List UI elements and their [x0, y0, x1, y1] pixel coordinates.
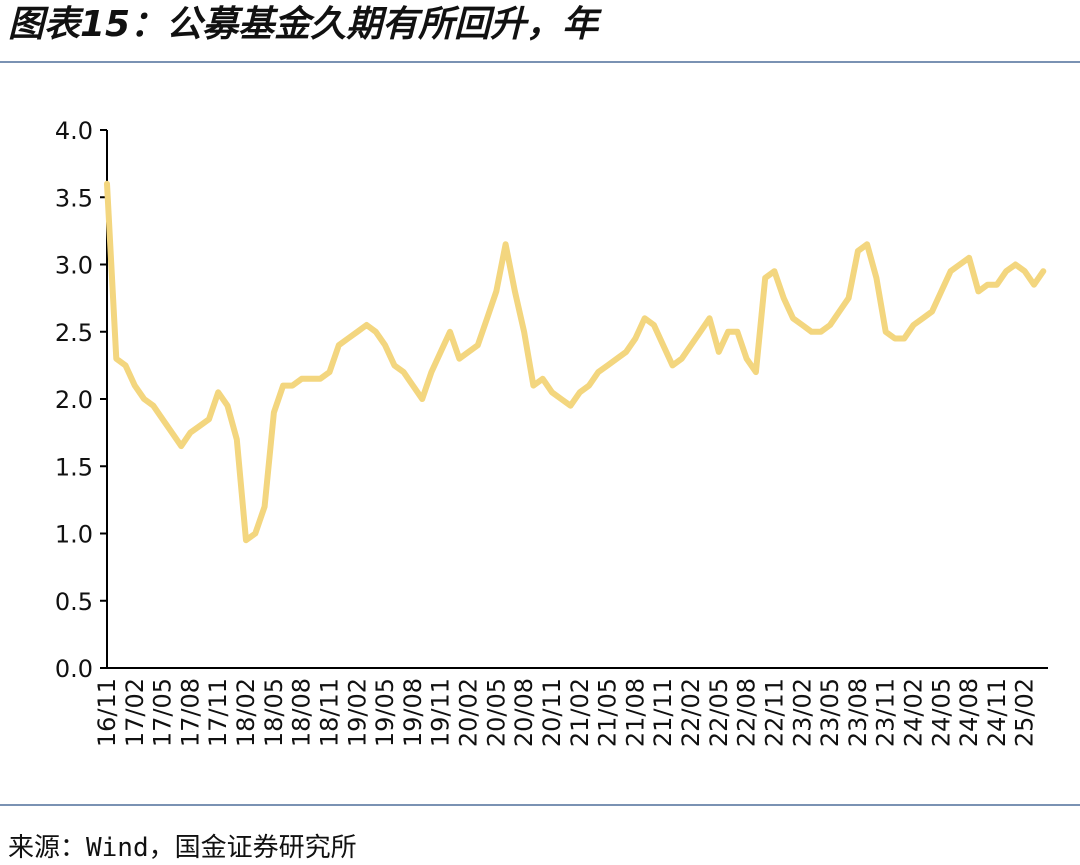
- x-tick-label: 19/11: [427, 678, 455, 747]
- x-tick-label: 24/11: [983, 678, 1011, 747]
- y-tick-label: 0.5: [55, 588, 93, 616]
- x-tick-label: 19/05: [371, 678, 399, 747]
- x-tick-label: 23/08: [844, 678, 872, 747]
- x-tick-label: 16/11: [93, 678, 121, 747]
- x-tick-label: 20/11: [538, 678, 566, 747]
- x-tick-label: 17/02: [121, 678, 149, 747]
- x-tick-label: 21/05: [594, 678, 622, 747]
- source-note: 来源：Wind，国金证券研究所: [8, 833, 357, 863]
- x-tick-label: 24/08: [955, 678, 983, 747]
- x-tick-label: 24/05: [927, 678, 955, 747]
- x-tick-label: 17/11: [204, 678, 232, 747]
- x-tick-label: 21/08: [621, 678, 649, 747]
- x-tick-label: 20/02: [455, 678, 483, 747]
- x-tick-label: 18/11: [315, 678, 343, 747]
- x-tick-label: 20/05: [482, 678, 510, 747]
- y-tick-label: 1.5: [55, 453, 93, 481]
- x-tick-label: 23/11: [872, 678, 900, 747]
- y-tick-label: 4.0: [55, 117, 93, 145]
- y-tick-label: 1.0: [55, 521, 93, 549]
- x-tick-label: 19/08: [399, 678, 427, 747]
- x-tick-label: 18/05: [260, 678, 288, 747]
- x-tick-label: 17/05: [149, 678, 177, 747]
- data-line: [104, 180, 1047, 544]
- y-tick-label: 2.5: [55, 319, 93, 347]
- x-tick-label: 22/11: [760, 678, 788, 747]
- x-tick-label: 24/02: [899, 678, 927, 747]
- x-tick-label: 18/02: [232, 678, 260, 747]
- chart-title: 图表15：公募基金久期有所回升，年: [8, 4, 602, 45]
- x-tick-label: 19/02: [343, 678, 371, 747]
- x-tick-label: 25/02: [1011, 678, 1039, 747]
- y-tick-label: 2.0: [55, 386, 93, 414]
- x-tick-label: 21/02: [566, 678, 594, 747]
- x-tick-label: 22/05: [705, 678, 733, 747]
- x-tick-label: 23/02: [788, 678, 816, 747]
- x-tick-label: 23/05: [816, 678, 844, 747]
- x-tick-label: 18/08: [288, 678, 316, 747]
- x-tick-label: 21/11: [649, 678, 677, 747]
- y-tick-label: 3.5: [55, 184, 93, 212]
- y-tick-label: 3.0: [55, 252, 93, 280]
- x-tick-label: 22/08: [733, 678, 761, 747]
- x-tick-label: 20/08: [510, 678, 538, 747]
- y-tick-label: 0.0: [55, 655, 93, 683]
- x-tick-label: 22/02: [677, 678, 705, 747]
- x-tick-label: 17/08: [176, 678, 204, 747]
